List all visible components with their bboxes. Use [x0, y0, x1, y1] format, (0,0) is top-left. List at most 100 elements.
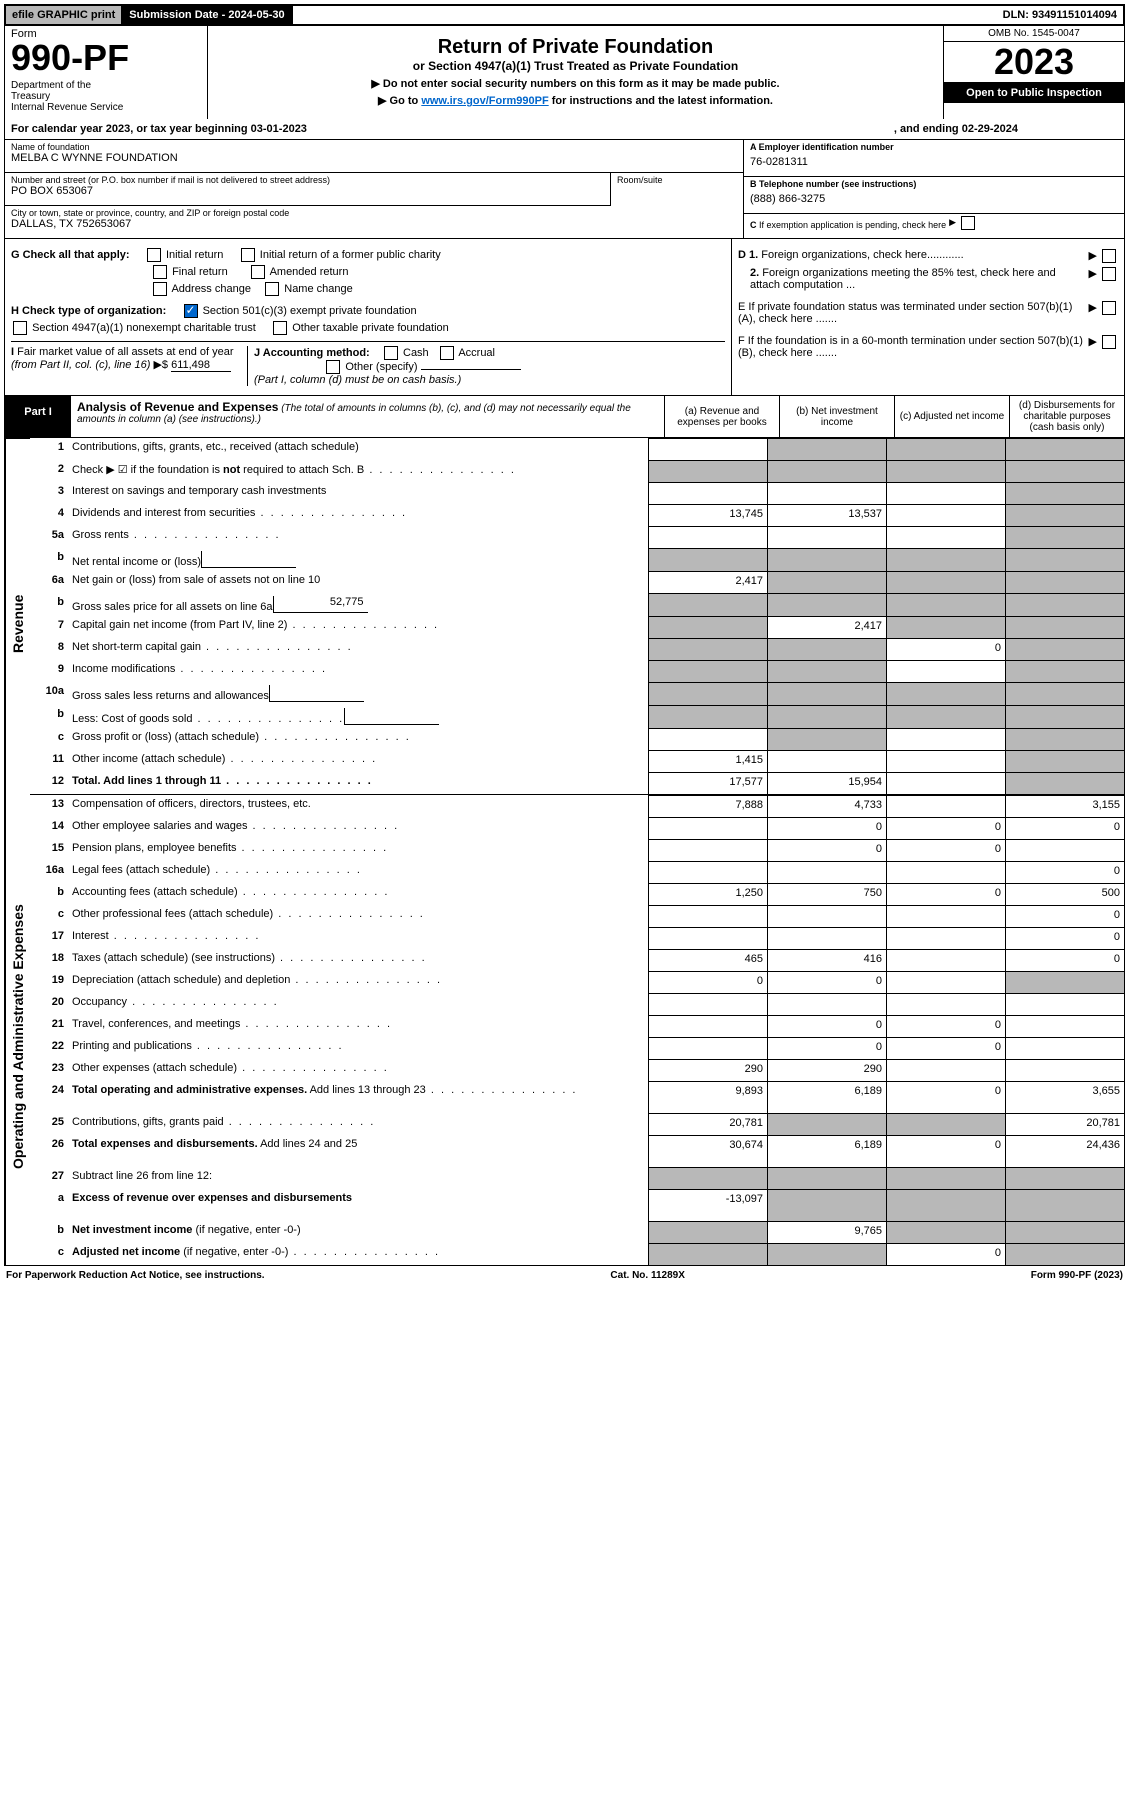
- cell-col-b: [768, 1167, 887, 1189]
- cell-col-c: [887, 593, 1006, 616]
- checkbox-d2[interactable]: [1102, 267, 1116, 281]
- cell-col-b: [768, 526, 887, 548]
- checkbox-final-return[interactable]: [153, 265, 167, 279]
- checkbox-c[interactable]: [961, 216, 975, 230]
- efile-label[interactable]: efile GRAPHIC print: [6, 6, 123, 24]
- table-row: cAdjusted net income (if negative, enter…: [30, 1243, 1124, 1265]
- checkbox-other-method[interactable]: [326, 360, 340, 374]
- row-number: 4: [30, 504, 68, 526]
- cell-col-e: [1006, 660, 1124, 682]
- address: PO BOX 653067: [11, 185, 604, 197]
- checkbox-f[interactable]: [1102, 335, 1116, 349]
- table-row: 15Pension plans, employee benefits00: [30, 839, 1124, 861]
- cell-col-e: [1006, 728, 1124, 750]
- table-row: 25Contributions, gifts, grants paid20,78…: [30, 1113, 1124, 1135]
- inline-value: [269, 685, 364, 702]
- cell-col-c: [887, 1221, 1006, 1243]
- checkbox-name-change[interactable]: [265, 282, 279, 296]
- address-cell: Number and street (or P.O. box number if…: [5, 173, 611, 206]
- f-row: F If the foundation is in a 60-month ter…: [738, 335, 1118, 359]
- row-number: 6a: [30, 571, 68, 593]
- cell-col-c: [887, 571, 1006, 593]
- cell-col-a: [649, 705, 768, 728]
- cell-col-e: [1006, 460, 1124, 482]
- d2-row: 2. Foreign organizations meeting the 85%…: [738, 267, 1118, 291]
- calendar-year-row: For calendar year 2023, or tax year begi…: [4, 119, 1125, 140]
- table-row: bNet investment income (if negative, ent…: [30, 1221, 1124, 1243]
- cell-col-e: [1006, 1221, 1124, 1243]
- cell-col-a: [649, 1221, 768, 1243]
- cell-col-a: 1,415: [649, 750, 768, 772]
- table-row: bAccounting fees (attach schedule)1,2507…: [30, 883, 1124, 905]
- header-center: Return of Private Foundation or Section …: [208, 26, 944, 119]
- checkbox-4947[interactable]: [13, 321, 27, 335]
- checkbox-cash[interactable]: [384, 346, 398, 360]
- cell-col-e: 20,781: [1006, 1113, 1124, 1135]
- cell-col-e: [1006, 772, 1124, 794]
- checkbox-501c3[interactable]: [184, 304, 198, 318]
- cell-col-b: 0: [768, 971, 887, 993]
- table-row: 5aGross rents: [30, 526, 1124, 548]
- open-inspection: Open to Public Inspection: [944, 83, 1124, 103]
- cell-col-c: [887, 705, 1006, 728]
- cell-col-e: 3,655: [1006, 1081, 1124, 1113]
- row-description: Gross rents: [68, 526, 649, 548]
- cell-col-c: 0: [887, 1037, 1006, 1059]
- checkbox-address-change[interactable]: [153, 282, 167, 296]
- checks-section: G Check all that apply: Initial return I…: [4, 239, 1125, 396]
- table-row: 19Depreciation (attach schedule) and dep…: [30, 971, 1124, 993]
- table-row: 11Other income (attach schedule)1,415: [30, 750, 1124, 772]
- cell-col-a: [649, 638, 768, 660]
- table-row: bLess: Cost of goods sold: [30, 705, 1124, 728]
- expenses-sidelabel: Operating and Administrative Expenses: [5, 809, 30, 1265]
- cell-col-b: 290: [768, 1059, 887, 1081]
- checkbox-accrual[interactable]: [440, 346, 454, 360]
- row-number: 19: [30, 971, 68, 993]
- cell-col-b: [768, 927, 887, 949]
- cell-col-e: [1006, 504, 1124, 526]
- checkbox-initial-public[interactable]: [241, 248, 255, 262]
- cell-col-b: [768, 571, 887, 593]
- row-number: 18: [30, 949, 68, 971]
- checkbox-e[interactable]: [1102, 301, 1116, 315]
- cell-col-b: [768, 482, 887, 504]
- arrow-icon: ▶: [1089, 335, 1097, 359]
- cell-col-b: [768, 460, 887, 482]
- cell-col-c: [887, 504, 1006, 526]
- cell-col-c: 0: [887, 638, 1006, 660]
- cell-col-b: 0: [768, 1037, 887, 1059]
- cell-col-c: [887, 482, 1006, 504]
- table-row: 10aGross sales less returns and allowanc…: [30, 682, 1124, 705]
- cell-col-b: [768, 1189, 887, 1221]
- cell-col-a: [649, 1037, 768, 1059]
- col-c-header: (c) Adjusted net income: [895, 396, 1010, 437]
- cell-col-a: [649, 526, 768, 548]
- cell-col-b: [768, 728, 887, 750]
- col-d-header: (d) Disbursements for charitable purpose…: [1010, 396, 1124, 437]
- part-title: Analysis of Revenue and Expenses (The to…: [71, 396, 665, 437]
- cell-col-b: [768, 705, 887, 728]
- checkbox-d1[interactable]: [1102, 249, 1116, 263]
- cell-col-c: [887, 861, 1006, 883]
- row-description: Gross sales less returns and allowances: [68, 682, 649, 705]
- cell-col-c: [887, 750, 1006, 772]
- ein: 76-0281311: [750, 156, 1118, 168]
- cell-col-c: [887, 616, 1006, 638]
- checkbox-amended-return[interactable]: [251, 265, 265, 279]
- checkbox-other-taxable[interactable]: [273, 321, 287, 335]
- year-end: 02-29-2024: [962, 123, 1018, 135]
- cell-col-a: 9,893: [649, 1081, 768, 1113]
- instructions-link[interactable]: www.irs.gov/Form990PF: [421, 95, 548, 107]
- row-number: 14: [30, 817, 68, 839]
- cell-col-c: [887, 949, 1006, 971]
- row-description: Other income (attach schedule): [68, 750, 649, 772]
- cell-col-a: 0: [649, 971, 768, 993]
- row-number: 11: [30, 750, 68, 772]
- row-number: 26: [30, 1135, 68, 1167]
- row-number: 10a: [30, 682, 68, 705]
- row-description: Occupancy: [68, 993, 649, 1015]
- table-row: 6aNet gain or (loss) from sale of assets…: [30, 571, 1124, 593]
- cell-col-e: [1006, 1037, 1124, 1059]
- checkbox-initial-return[interactable]: [147, 248, 161, 262]
- row-number: 21: [30, 1015, 68, 1037]
